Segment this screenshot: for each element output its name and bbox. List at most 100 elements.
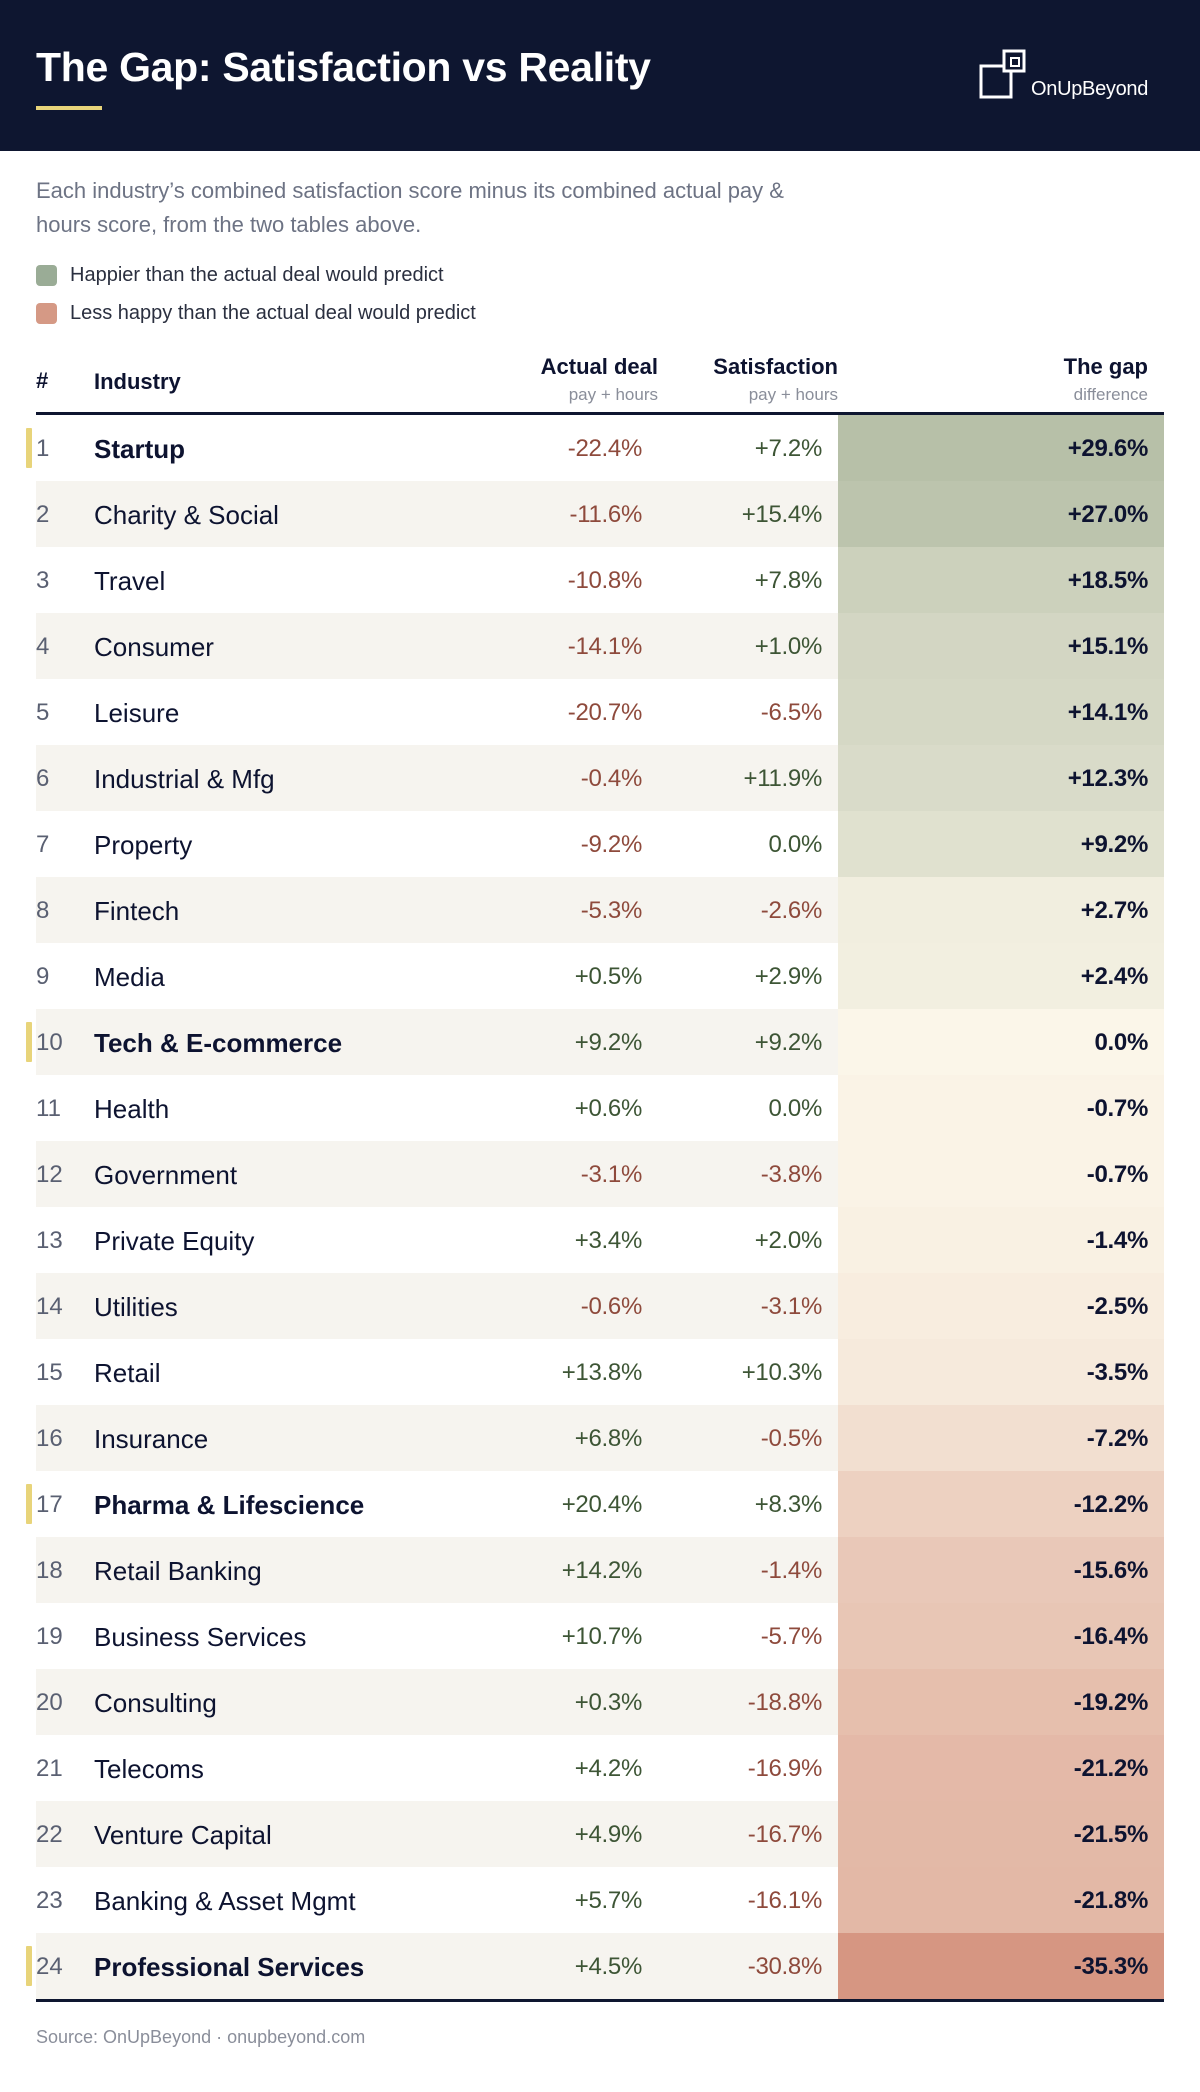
row-stripe (36, 745, 838, 811)
row-gap-value: -0.7% (1086, 1161, 1149, 1188)
row-stripe (36, 1405, 838, 1471)
row-gap-value: +18.5% (1067, 567, 1149, 594)
row-satisfaction: -16.9% (747, 1755, 823, 1782)
row-satisfaction: +7.8% (754, 567, 823, 594)
row-satisfaction: +9.2% (754, 1029, 823, 1056)
row-actual-deal: +4.9% (574, 1821, 643, 1848)
row-industry: Banking & Asset Mgmt (94, 1886, 356, 1916)
row-gap-value: -21.2% (1073, 1755, 1149, 1782)
row-rank: 7 (36, 831, 50, 858)
table-row: 12 Government -3.1% -3.8% -0.7% (0, 1141, 1200, 1207)
table-row: 24 Professional Services +4.5% -30.8% -35.3% (0, 1933, 1200, 1999)
legend-negative-swatch (36, 303, 57, 324)
row-rank: 5 (36, 699, 50, 726)
row-gap-value: +12.3% (1067, 765, 1149, 792)
gap-cell (838, 1603, 1164, 1669)
row-industry: Utilities (94, 1292, 178, 1322)
header: The Gap: Satisfaction vs Reality OnUpBey… (0, 0, 1200, 151)
table-row: 17 Pharma & Lifescience +20.4% +8.3% -12.2% (0, 1471, 1200, 1537)
row-industry: Insurance (94, 1424, 209, 1454)
gap-cell (838, 1009, 1164, 1075)
table-row: 11 Health +0.6% 0.0% -0.7% (0, 1075, 1200, 1141)
row-stripe (36, 1273, 838, 1339)
bottom-rule (36, 1999, 1164, 2002)
row-gap-value: -35.3% (1073, 1953, 1149, 1980)
row-rank: 19 (36, 1623, 63, 1650)
row-actual-deal: +9.2% (574, 1029, 643, 1056)
table-row: 3 Travel -10.8% +7.8% +18.5% (0, 547, 1200, 613)
row-rank: 4 (36, 633, 50, 660)
row-stripe (36, 1009, 838, 1075)
row-actual-deal: +0.3% (574, 1689, 643, 1716)
row-industry: Consumer (94, 632, 214, 662)
gap-cell (838, 1273, 1164, 1339)
row-industry: Telecoms (94, 1754, 204, 1784)
col-satisfaction-sub: pay + hours (748, 385, 838, 404)
col-satisfaction-header: Satisfaction (713, 354, 838, 379)
table-row: 19 Business Services +10.7% -5.7% -16.4% (0, 1603, 1200, 1669)
row-rank: 17 (36, 1491, 63, 1518)
row-actual-deal: -11.6% (569, 501, 643, 528)
source-note: Source: OnUpBeyond · onupbeyond.com (36, 2027, 366, 2047)
row-gap-value: -16.4% (1073, 1623, 1149, 1650)
row-rank: 13 (36, 1227, 63, 1254)
table-body: 1 Startup -22.4% +7.2% +29.6% 2 Charity & Soci… (0, 415, 1200, 1999)
row-gap-value: +15.1% (1067, 633, 1149, 660)
table-row: 15 Retail +13.8% +10.3% -3.5% (0, 1339, 1200, 1405)
legend-positive-swatch (36, 265, 57, 286)
gap-cell (838, 613, 1164, 679)
row-satisfaction: +8.3% (754, 1491, 823, 1518)
row-rank: 22 (36, 1821, 63, 1848)
legend-negative-label: Less happy than the actual deal would pr… (70, 302, 476, 324)
gap-cell (838, 679, 1164, 745)
col-gap-header: The gap (1063, 354, 1148, 379)
gap-cell (838, 1537, 1164, 1603)
table-row: 18 Retail Banking +14.2% -1.4% -15.6% (0, 1537, 1200, 1603)
row-rank: 21 (36, 1755, 63, 1782)
row-rank: 24 (36, 1953, 63, 1980)
row-rank: 18 (36, 1557, 63, 1584)
row-stripe (36, 1669, 838, 1735)
table-row: 2 Charity & Social -11.6% +15.4% +27.0% (0, 481, 1200, 547)
table-header: # Industry Actual deal pay + hours Satis… (36, 352, 1164, 412)
gap-cell (838, 811, 1164, 877)
col-rank-header: # (36, 368, 49, 393)
row-industry: Professional Services (94, 1952, 365, 1982)
gap-cell (838, 943, 1164, 1009)
row-gap-value: -21.8% (1073, 1887, 1149, 1914)
row-satisfaction: -3.8% (760, 1161, 823, 1188)
row-gap-value: +2.4% (1080, 963, 1149, 990)
row-stripe (36, 481, 838, 547)
row-gap-value: -12.2% (1073, 1491, 1149, 1518)
row-gap-value: -3.5% (1086, 1359, 1149, 1386)
row-industry: Charity & Social (94, 500, 279, 530)
row-actual-deal: +10.7% (561, 1623, 643, 1650)
row-industry: Retail Banking (94, 1556, 262, 1586)
row-rank: 14 (36, 1293, 63, 1320)
row-industry: Fintech (94, 896, 180, 926)
table-row: 13 Private Equity +3.4% +2.0% -1.4% (0, 1207, 1200, 1273)
row-rank: 10 (36, 1029, 63, 1056)
row-stripe (36, 1801, 838, 1867)
row-actual-deal: +14.2% (561, 1557, 643, 1584)
row-satisfaction: +2.0% (754, 1227, 823, 1254)
table-row: 6 Industrial & Mfg -0.4% +11.9% +12.3% (0, 745, 1200, 811)
row-industry: Tech & E-commerce (94, 1028, 343, 1058)
row-industry: Retail (94, 1358, 161, 1388)
row-satisfaction: +7.2% (754, 435, 823, 462)
brand-logo: OnUpBeyond (978, 48, 1168, 104)
row-rank: 9 (36, 963, 50, 990)
col-actual-header: Actual deal (540, 354, 658, 379)
row-satisfaction: -30.8% (747, 1953, 823, 1980)
legend-positive-label: Happier than the actual deal would predi… (70, 264, 444, 286)
row-satisfaction: +2.9% (754, 963, 823, 990)
row-satisfaction: -2.6% (760, 897, 823, 924)
row-industry: Property (94, 830, 193, 860)
row-industry: Travel (94, 566, 166, 596)
gap-cell (838, 1867, 1164, 1933)
gap-cell (838, 1075, 1164, 1141)
table-row: 8 Fintech -5.3% -2.6% +2.7% (0, 877, 1200, 943)
row-actual-deal: +20.4% (561, 1491, 643, 1518)
row-actual-deal: -0.6% (580, 1293, 643, 1320)
row-actual-deal: +4.5% (574, 1953, 643, 1980)
